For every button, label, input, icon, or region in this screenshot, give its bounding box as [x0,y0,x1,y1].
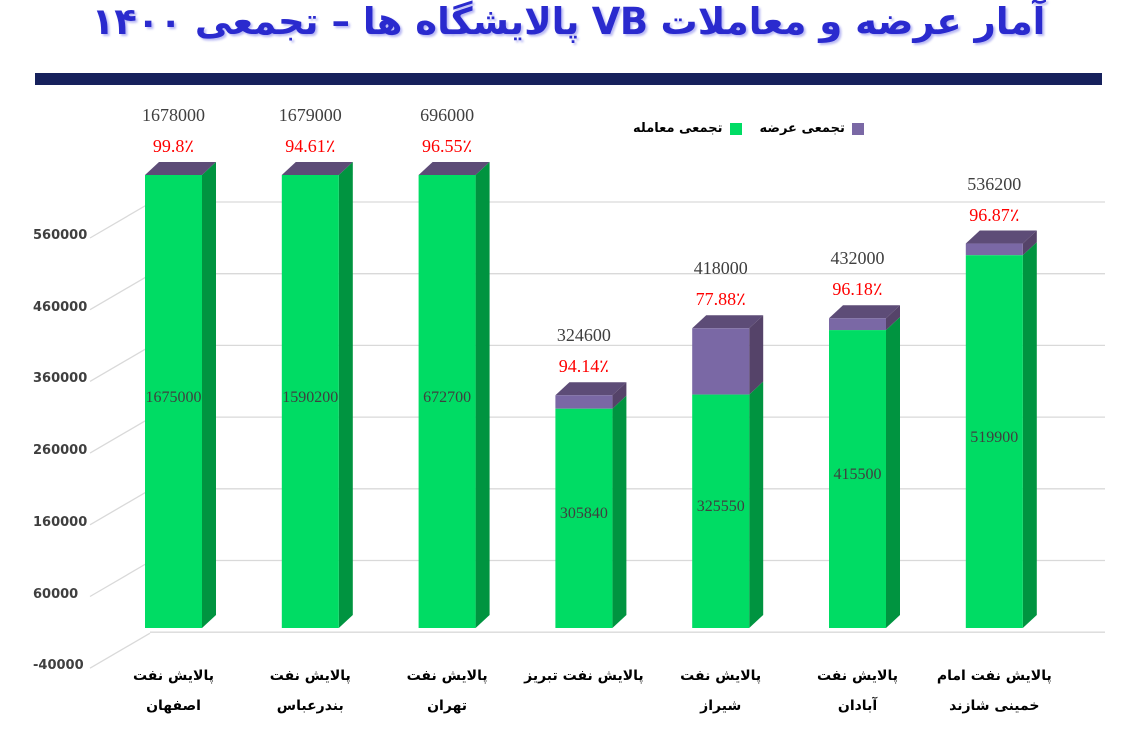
bar-top-face [829,305,900,319]
bar-total-label: 696000 [420,105,475,125]
legend-supply-swatch [851,122,864,135]
x-axis-label: بندرعباس [276,698,344,714]
bar-top-face [145,162,216,175]
bar-trade-side-face [1022,242,1037,629]
bar-value-label: 519900 [970,428,1019,446]
x-axis-label: پالایش نفت امام [936,668,1052,684]
y-axis-tick-label: 60000 [33,586,79,602]
bar-percent-label: 94.14٪ [558,356,609,377]
axis-tick-connector [89,202,151,239]
bar-top-face [965,230,1037,244]
bar-value-label: 305840 [559,505,608,523]
chart-legend: تجمعی معامله تجمعی عرضه [633,121,864,136]
bar-percent-label: 99.8٪ [152,136,195,156]
bar-segment-trade [418,175,476,628]
y-axis-tick-label: 360000 [33,371,88,387]
bar-top-face [418,162,490,175]
bar-segment-trade [281,175,339,628]
bar-percent-label: 77.88٪ [695,289,746,310]
bar-segment-trade [692,394,750,628]
bar-total-label: 1678000 [142,105,205,125]
x-axis-label: شیراز [700,698,742,714]
bar-trade-side-face [886,317,900,628]
y-axis-tick-label: 460000 [33,299,88,315]
bar-total-label: 418000 [693,258,748,279]
bar-segment-trade [555,408,613,628]
x-axis-label: پالایش نفت [132,668,214,684]
bar-segment-supply [965,243,1023,256]
x-axis-label: اصفهان [146,698,201,714]
bar-total-label: 536200 [967,173,1022,194]
bar-segment-supply [692,328,750,395]
legend-item-trade: تجمعی معامله [633,121,742,136]
x-axis-label: تهران [427,698,468,714]
bar-percent-label: 96.87٪ [969,204,1020,225]
bar-value-label: 325550 [696,498,745,516]
axis-tick-connector [89,345,151,382]
bar-total-label: 324600 [556,325,611,346]
bar-trade-side-face [749,381,764,628]
bar-total-label: 432000 [830,248,885,269]
legend-trade-swatch [729,122,742,135]
axis-tick-connector [89,417,151,454]
bar-value-label: 1590200 [282,388,339,406]
title-divider [35,73,1102,85]
legend-item-supply: تجمعی عرضه [760,121,864,136]
bar-segment-trade [145,175,202,628]
bar-total-label: 1679000 [278,105,342,125]
axis-tick-connector [89,632,151,669]
bar-supply-side-face [1022,230,1037,256]
x-axis-label: پالایش نفت [269,668,351,684]
bar-top-face [281,162,353,175]
bar-segment-trade [965,255,1023,629]
bar-percent-label: 96.55٪ [422,136,473,156]
axis-tick-connector [89,489,151,526]
bar-value-label: 415500 [833,466,882,484]
bar-trade-side-face [612,395,627,628]
bar-value-label: 672700 [423,388,472,406]
y-axis-tick-label: 260000 [33,443,88,459]
bar-percent-label: 96.18٪ [832,279,883,300]
bar-value-label: 1675000 [145,388,202,406]
y-axis-tick-label: 160000 [33,514,88,530]
legend-trade-label: تجمعی معامله [633,121,723,136]
bar-trade-side-face [202,162,216,628]
bar-segment-supply [829,318,886,331]
bar-supply-side-face [886,305,900,331]
y-axis-tick-label: -40000 [33,658,84,674]
page-title: آمار عرضه و معاملات VB پالایشگاه ها – تج… [91,0,1046,43]
x-axis-label: پالایش نفت [816,668,898,684]
bar-supply-side-face [612,382,627,409]
bar-trade-side-face [338,162,353,628]
bar-trade-side-face [475,162,490,628]
x-axis-label: پالایش نفت تبریز [524,668,644,684]
bar-percent-label: 94.61٪ [285,136,336,156]
bar-supply-side-face [749,315,764,395]
x-axis-label: پالایش نفت [680,668,762,684]
bar-segment-supply [555,395,613,409]
bar-top-face [555,382,627,396]
bar-top-face [692,315,764,329]
x-axis-label: خمینی شازند [949,698,1040,714]
x-axis-label: پالایش نفت [406,668,488,684]
axis-tick-connector [89,274,151,311]
axis-tick-connector [89,560,151,598]
legend-supply-label: تجمعی عرضه [759,121,845,136]
bar-segment-trade [829,330,886,628]
x-axis-label: آبادان [837,698,878,714]
y-axis-tick-label: 560000 [33,228,88,243]
